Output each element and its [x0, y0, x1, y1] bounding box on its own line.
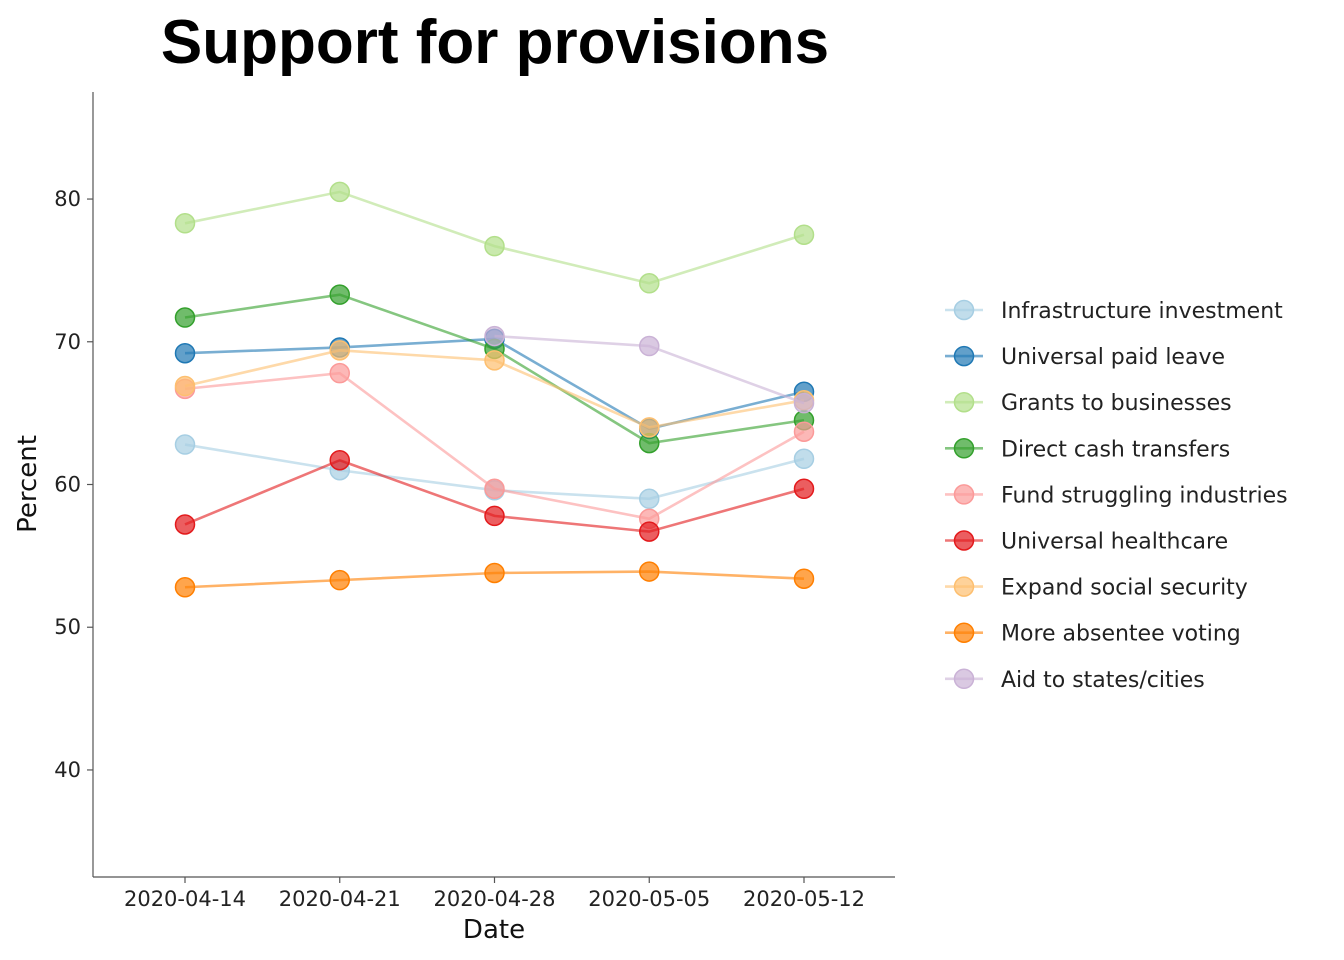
y-tick-label: 50 — [54, 615, 81, 639]
data-point — [174, 375, 196, 397]
x-tick-label: 2020-04-14 — [124, 887, 246, 911]
data-point — [639, 335, 660, 357]
data-point — [329, 340, 350, 361]
x-tick-label: 2020-05-12 — [743, 887, 865, 911]
legend-item: Fund struggling industries — [945, 483, 1288, 508]
data-point — [793, 224, 815, 245]
legend-marker — [953, 576, 975, 597]
legend-marker — [953, 622, 975, 643]
data-point — [329, 181, 350, 203]
data-point — [174, 342, 196, 364]
x-axis-label: Date — [463, 915, 525, 945]
data-point — [639, 561, 660, 582]
data-point — [793, 421, 815, 442]
data-point — [329, 569, 350, 591]
legend-label: Expand social security — [1001, 576, 1248, 601]
y-tick-label: 60 — [54, 473, 81, 497]
data-point — [484, 350, 505, 371]
data-point — [174, 213, 196, 234]
legend-label: More absentee voting — [1001, 622, 1241, 647]
y-axis-label: Percent — [13, 435, 43, 533]
legend-marker — [953, 345, 975, 367]
data-point — [174, 307, 196, 328]
series-5 — [174, 449, 815, 542]
data-point — [793, 448, 815, 470]
data-point — [174, 577, 196, 598]
legend-marker — [953, 668, 975, 690]
legend-marker — [953, 391, 975, 413]
legend-label: Universal healthcare — [1001, 530, 1228, 555]
data-point — [793, 392, 815, 414]
x-tick-label: 2020-05-05 — [588, 887, 710, 911]
data-point — [484, 505, 505, 527]
data-point — [329, 362, 350, 384]
legend-item: Aid to states/cities — [945, 668, 1205, 693]
data-point — [793, 568, 815, 589]
legend-marker — [953, 530, 975, 551]
data-point — [329, 449, 350, 471]
legend-item: Expand social security — [945, 576, 1248, 601]
legend-label: Fund struggling industries — [1001, 483, 1288, 508]
data-point — [639, 417, 660, 438]
y-tick-label: 80 — [54, 187, 81, 211]
legend-marker — [953, 299, 975, 321]
plot-area — [174, 181, 815, 598]
legend-item: Infrastructure investment — [945, 299, 1283, 324]
series-6 — [174, 340, 815, 438]
series-7 — [174, 561, 815, 598]
series-8 — [484, 325, 815, 414]
chart-title: Support for provisions — [161, 8, 829, 77]
x-tick-label: 2020-04-21 — [279, 887, 401, 911]
legend: Infrastructure investment Universal paid … — [945, 299, 1288, 693]
data-point — [639, 488, 660, 510]
series-4 — [174, 362, 815, 530]
data-point — [484, 325, 505, 347]
axes: 40 50 60 70 80 2020-04-14 2020-04-21 2020-04-28… — [54, 92, 895, 911]
data-point — [484, 235, 505, 257]
legend-item: Grants to businesses — [945, 391, 1232, 416]
data-point — [484, 478, 505, 500]
legend-item: More absentee voting — [945, 622, 1241, 647]
y-tick-label: 70 — [54, 330, 81, 354]
data-point — [793, 478, 815, 500]
legend-item: Universal paid leave — [945, 345, 1225, 370]
legend-item: Universal healthcare — [945, 530, 1228, 555]
y-tick-label: 40 — [54, 758, 81, 782]
data-point — [639, 521, 660, 542]
legend-label: Direct cash transfers — [1001, 437, 1230, 462]
legend-label: Universal paid leave — [1001, 345, 1225, 370]
legend-label: Aid to states/cities — [1001, 668, 1205, 693]
legend-label: Grants to businesses — [1001, 391, 1232, 416]
x-tick-label: 2020-04-28 — [433, 887, 555, 911]
legend-marker — [953, 438, 975, 459]
legend-label: Infrastructure investment — [1001, 299, 1283, 324]
data-point — [174, 434, 196, 455]
data-point — [329, 284, 350, 305]
legend-marker — [953, 484, 975, 505]
data-point — [174, 514, 196, 535]
series-2 — [174, 181, 815, 294]
data-point — [484, 562, 505, 584]
data-point — [639, 273, 660, 294]
legend-item: Direct cash transfers — [945, 437, 1230, 462]
